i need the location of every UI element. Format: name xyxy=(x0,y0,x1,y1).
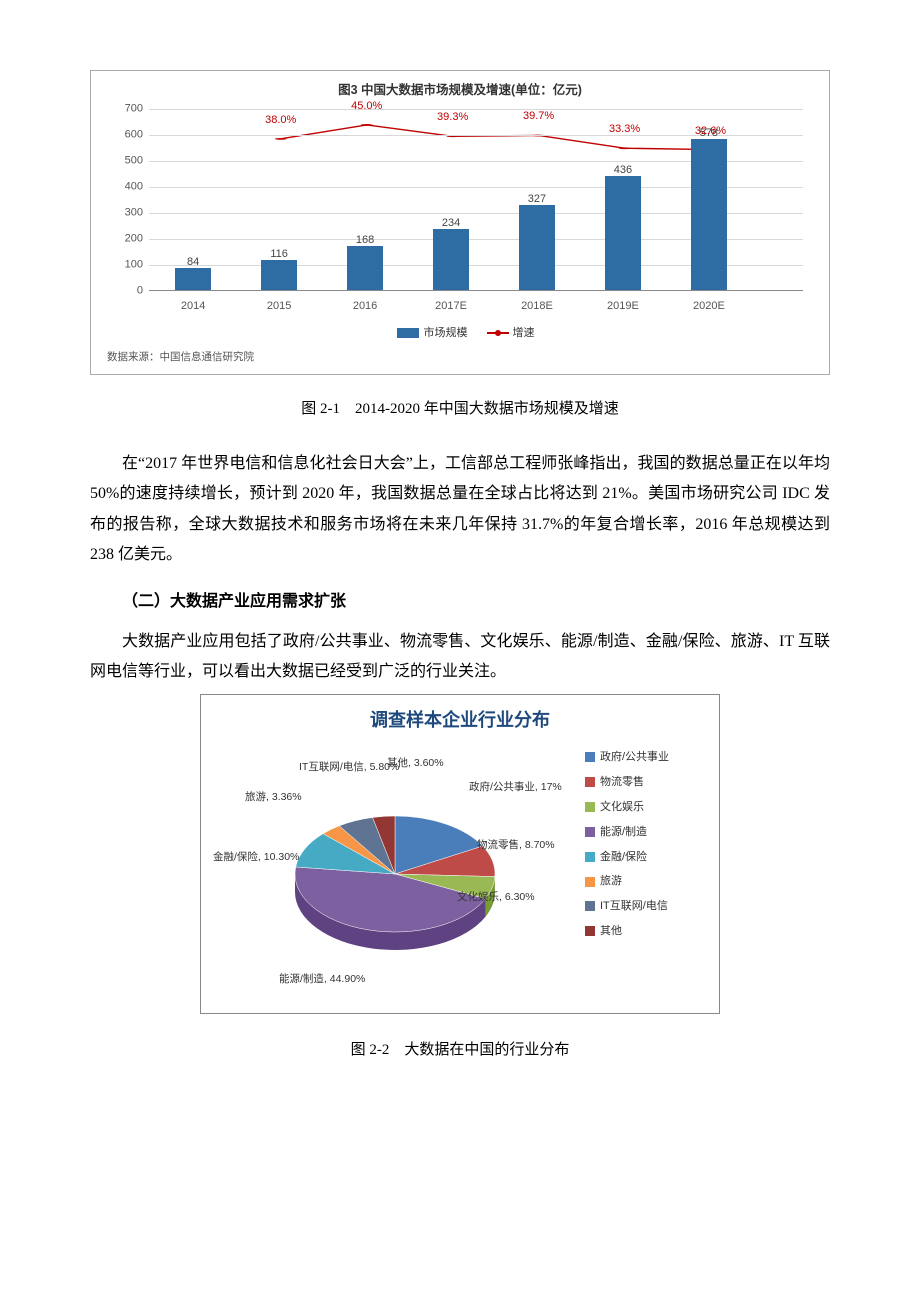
bar: 578 xyxy=(691,139,727,289)
pie-legend-item: 文化娱乐 xyxy=(585,797,711,818)
legend-swatch xyxy=(585,877,595,887)
legend-bar-swatch xyxy=(397,328,419,338)
legend-label: IT互联网/电信 xyxy=(600,900,668,912)
gridline xyxy=(149,109,803,110)
pie-legend-item: 物流零售 xyxy=(585,772,711,793)
growth-pct-label: 32.6% xyxy=(695,120,726,141)
bar: 116 xyxy=(261,260,297,290)
bar-value-label: 436 xyxy=(614,160,632,181)
pie-slice-callout: IT互联网/电信, 5.80% xyxy=(299,761,399,774)
figure-2-1-caption: 图 2-1 2014-2020 年中国大数据市场规模及增速 xyxy=(90,395,830,424)
bar-chart-title: 图3 中国大数据市场规模及增速(单位：亿元) xyxy=(107,79,813,103)
plot-region: 842014116201516820162342017E3272018E4362… xyxy=(149,109,803,291)
pie-legend-item: 政府/公共事业 xyxy=(585,747,711,768)
legend-label: 政府/公共事业 xyxy=(600,751,669,763)
legend-label: 旅游 xyxy=(600,875,622,887)
bar-value-label: 234 xyxy=(442,213,460,234)
pie-slice-callout: 金融/保险, 10.30% xyxy=(213,851,299,864)
pie-legend-item: 旅游 xyxy=(585,871,711,892)
pie-legend-item: 其他 xyxy=(585,921,711,942)
growth-pct-label: 45.0% xyxy=(351,96,382,117)
x-axis-label: 2020E xyxy=(693,296,725,317)
bar-value-label: 84 xyxy=(187,252,199,273)
bar-chart-source: 数据来源：中国信息通信研究院 xyxy=(107,348,813,368)
pie-slice-callout: 能源/制造, 44.90% xyxy=(279,973,365,986)
x-axis-label: 2016 xyxy=(353,296,377,317)
bar-value-label: 168 xyxy=(356,230,374,251)
growth-pct-label: 33.3% xyxy=(609,119,640,140)
bar-chart-legend: 市场规模 增速 xyxy=(107,323,813,344)
legend-swatch xyxy=(585,777,595,787)
paragraph-1: 在“2017 年世界电信和信息化社会日大会”上，工信部总工程师张峰指出，我国的数… xyxy=(90,449,830,571)
pie-chart-container: 调查样本企业行业分布 政府/公共事业, 17% 物流零售, 8.70% 文化娱乐, … xyxy=(200,694,720,1014)
y-axis-label: 200 xyxy=(107,228,143,249)
y-axis-label: 700 xyxy=(107,98,143,119)
pie-slice-callout: 物流零售, 8.70% xyxy=(477,839,555,852)
pie-chart-legend: 政府/公共事业物流零售文化娱乐能源/制造金融/保险旅游 IT互联网/电信其他 xyxy=(581,743,711,1003)
legend-line-label: 增速 xyxy=(513,327,535,339)
legend-swatch xyxy=(585,827,595,837)
y-axis-label: 500 xyxy=(107,150,143,171)
bar-value-label: 327 xyxy=(528,189,546,210)
bar: 168 xyxy=(347,246,383,290)
bar: 327 xyxy=(519,205,555,290)
bar: 436 xyxy=(605,176,641,289)
legend-label: 文化娱乐 xyxy=(600,801,644,813)
legend-swatch xyxy=(585,752,595,762)
bar-chart-plot-area: 84 2014 116 2015 168 2016 234 2017E 327 2018E 436 2… xyxy=(107,109,813,319)
bar-value-label: 116 xyxy=(270,244,288,265)
legend-swatch xyxy=(585,802,595,812)
pie-chart-title: 调查样本企业行业分布 xyxy=(209,703,711,737)
x-axis-label: 2015 xyxy=(267,296,291,317)
figure-2-2-caption: 图 2-2 大数据在中国的行业分布 xyxy=(90,1036,830,1065)
legend-label: 物流零售 xyxy=(600,776,644,788)
pie-slice-callout: 文化娱乐, 6.30% xyxy=(457,891,535,904)
growth-pct-label: 38.0% xyxy=(265,110,296,131)
x-axis-label: 2018E xyxy=(521,296,553,317)
bar: 234 xyxy=(433,229,469,290)
section-heading-2: （二）大数据产业应用需求扩张 xyxy=(90,587,830,617)
y-axis-label: 0 xyxy=(107,280,143,301)
pie-chart-stage: 政府/公共事业, 17% 物流零售, 8.70% 文化娱乐, 6.30% 能源/制造,… xyxy=(209,743,581,1003)
legend-swatch xyxy=(585,852,595,862)
x-axis-label: 2019E xyxy=(607,296,639,317)
pie-slice-callout: 其他, 3.60% xyxy=(387,757,444,770)
bar: 84 xyxy=(175,268,211,290)
pie-slice-callout: 政府/公共事业, 17% xyxy=(469,781,562,794)
growth-pct-label: 39.3% xyxy=(437,107,468,128)
legend-bar-label: 市场规模 xyxy=(423,327,467,339)
legend-swatch xyxy=(585,926,595,936)
legend-swatch xyxy=(585,901,595,911)
pie-legend-item: IT互联网/电信 xyxy=(585,896,711,917)
bar-line-chart-container: 图3 中国大数据市场规模及增速(单位：亿元) 84 2014 116 2015 168 2… xyxy=(90,70,830,375)
pie-legend-item: 能源/制造 xyxy=(585,822,711,843)
legend-label: 其他 xyxy=(600,925,622,937)
x-axis-label: 2014 xyxy=(181,296,205,317)
pie-svg xyxy=(275,798,515,968)
y-axis-label: 100 xyxy=(107,254,143,275)
paragraph-2: 大数据产业应用包括了政府/公共事业、物流零售、文化娱乐、能源/制造、金融/保险、… xyxy=(90,627,830,688)
pie-slice-callout: 旅游, 3.36% xyxy=(245,791,302,804)
y-axis-label: 400 xyxy=(107,176,143,197)
y-axis-label: 600 xyxy=(107,124,143,145)
x-axis-label: 2017E xyxy=(435,296,467,317)
y-axis-label: 300 xyxy=(107,202,143,223)
legend-line-swatch xyxy=(487,332,509,334)
legend-label: 能源/制造 xyxy=(600,826,647,838)
pie-legend-item: 金融/保险 xyxy=(585,847,711,868)
legend-label: 金融/保险 xyxy=(600,851,647,863)
growth-pct-label: 39.7% xyxy=(523,106,554,127)
